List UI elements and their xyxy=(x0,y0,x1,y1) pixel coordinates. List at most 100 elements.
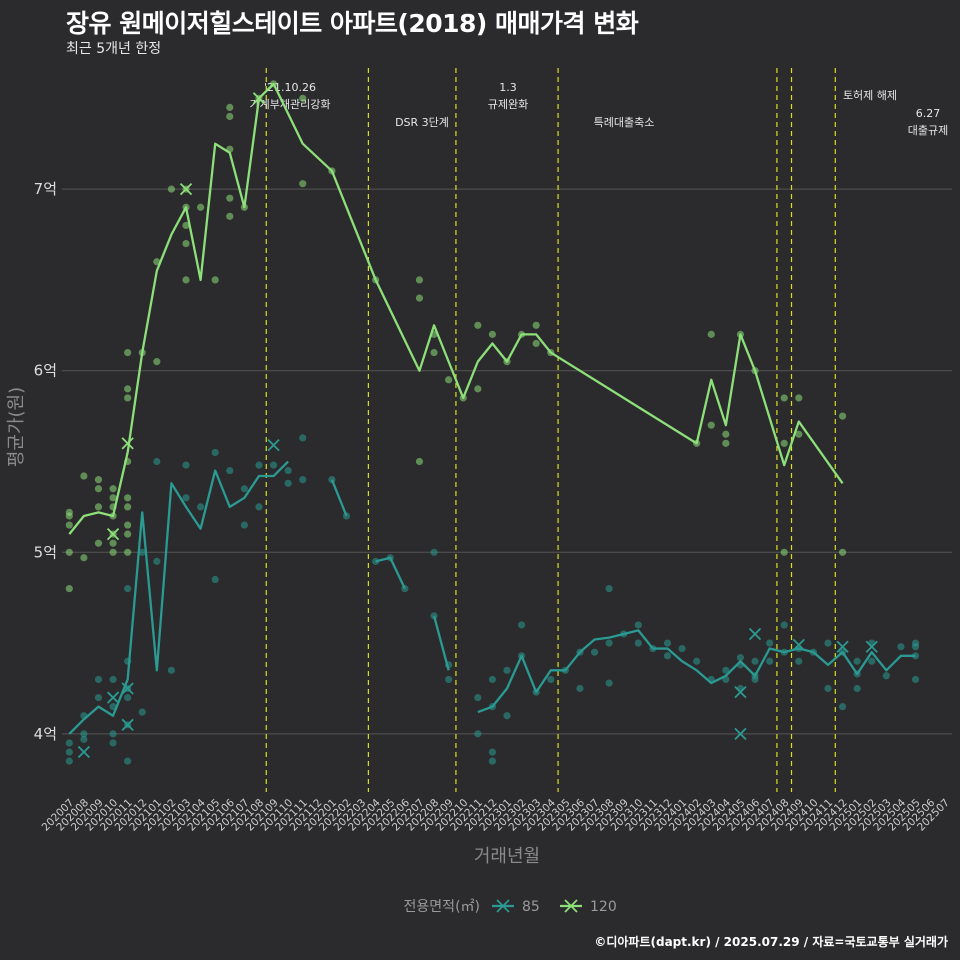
data-point-85 xyxy=(153,457,161,466)
series-line-85 xyxy=(375,556,406,590)
data-point-85 xyxy=(80,730,88,738)
legend-label-120: 120 xyxy=(590,899,617,915)
data-point-120 xyxy=(94,503,103,511)
cross-marker-85 xyxy=(106,691,120,704)
y-axis-label: 평균가(원) xyxy=(6,387,27,467)
data-point-85 xyxy=(766,639,774,647)
data-point-85 xyxy=(109,730,117,738)
legend-marker-85 xyxy=(496,899,510,913)
data-point-85 xyxy=(693,657,701,665)
data-point-85 xyxy=(488,675,497,684)
data-point-120 xyxy=(94,476,103,484)
event-label: 가계부채관리강화 xyxy=(250,98,331,111)
data-point-120 xyxy=(722,439,730,447)
data-point-85 xyxy=(605,639,613,647)
data-point-120 xyxy=(124,548,132,556)
y-tick-label: 7억 xyxy=(34,180,57,198)
cross-marker-120 xyxy=(179,182,193,196)
y-tick-label: 5억 xyxy=(34,543,57,561)
data-point-120 xyxy=(299,180,307,188)
cross-marker-120 xyxy=(252,92,266,105)
data-point-120 xyxy=(780,394,788,402)
data-point-85 xyxy=(299,434,307,442)
data-point-120 xyxy=(182,239,190,248)
data-point-120 xyxy=(795,430,803,438)
data-point-120 xyxy=(124,503,132,511)
data-point-85 xyxy=(94,693,103,702)
data-point-85 xyxy=(547,675,555,684)
series-line-85 xyxy=(432,615,450,671)
event-label: 6.27 xyxy=(916,107,941,120)
cross-marker-85 xyxy=(267,439,280,452)
data-point-120 xyxy=(415,457,424,466)
cross-marker-85 xyxy=(734,727,747,741)
data-point-85 xyxy=(751,675,759,684)
data-point-120 xyxy=(109,539,117,547)
data-point-85 xyxy=(430,548,438,556)
data-point-85 xyxy=(109,675,117,684)
data-point-85 xyxy=(503,666,511,674)
data-point-85 xyxy=(853,657,861,665)
data-point-85 xyxy=(722,666,730,674)
data-point-85 xyxy=(576,684,584,693)
cross-marker-85 xyxy=(792,638,805,652)
data-point-85 xyxy=(269,461,278,469)
series-line-85 xyxy=(68,460,289,735)
data-point-120 xyxy=(80,554,88,562)
data-point-85 xyxy=(124,585,132,593)
data-point-120 xyxy=(124,494,132,502)
data-point-120 xyxy=(124,521,132,529)
data-point-85 xyxy=(824,639,832,647)
data-point-85 xyxy=(488,748,497,756)
event-label: 대출규제 xyxy=(908,124,948,137)
data-point-85 xyxy=(911,675,920,684)
series-line-85 xyxy=(477,629,916,714)
data-point-120 xyxy=(445,376,453,384)
cross-marker-85 xyxy=(77,745,91,759)
data-point-120 xyxy=(65,508,73,516)
data-point-85 xyxy=(240,485,248,493)
data-point-85 xyxy=(197,503,205,511)
data-point-120 xyxy=(299,94,307,102)
data-point-85 xyxy=(226,466,234,475)
data-point-85 xyxy=(795,657,803,665)
data-point-85 xyxy=(138,548,146,556)
data-point-120 xyxy=(80,472,88,480)
data-point-120 xyxy=(415,294,424,302)
data-point-85 xyxy=(882,672,890,680)
data-point-120 xyxy=(474,321,482,329)
data-point-85 xyxy=(634,639,642,647)
data-point-85 xyxy=(109,739,117,747)
x-axis-label: 거래년월 xyxy=(474,846,540,867)
data-point-85 xyxy=(605,585,613,593)
chart-subtitle: 최근 5개년 한정 xyxy=(66,41,162,57)
data-point-85 xyxy=(838,703,847,711)
data-point-85 xyxy=(284,479,292,487)
data-point-85 xyxy=(255,461,263,469)
data-point-120 xyxy=(488,330,497,338)
data-point-85 xyxy=(255,503,263,511)
data-point-120 xyxy=(124,348,132,357)
data-point-85 xyxy=(474,730,482,738)
data-point-85 xyxy=(65,757,73,765)
data-point-120 xyxy=(124,530,132,538)
data-point-120 xyxy=(109,494,117,502)
legend-title: 전용면적(㎡) xyxy=(404,899,480,915)
data-point-85 xyxy=(634,621,642,629)
chart-title: 장유 원메이저힐스테이트 아파트(2018) 매매가격 변화 xyxy=(66,9,639,38)
data-point-120 xyxy=(109,485,117,493)
data-point-85 xyxy=(284,466,292,475)
data-point-85 xyxy=(517,621,526,629)
data-point-120 xyxy=(532,321,540,329)
cross-marker-85 xyxy=(748,627,762,641)
cross-marker-85 xyxy=(734,685,747,699)
data-point-120 xyxy=(795,394,803,402)
source-caption: ©디아파트(dapt.kr) / 2025.07.29 / 자료=국토교통부 실… xyxy=(594,935,948,949)
event-label: 1.3 xyxy=(499,81,517,94)
cross-marker-120 xyxy=(121,437,134,450)
data-point-120 xyxy=(722,430,730,438)
data-point-85 xyxy=(182,461,190,469)
data-point-85 xyxy=(211,575,219,584)
data-point-85 xyxy=(766,657,774,665)
